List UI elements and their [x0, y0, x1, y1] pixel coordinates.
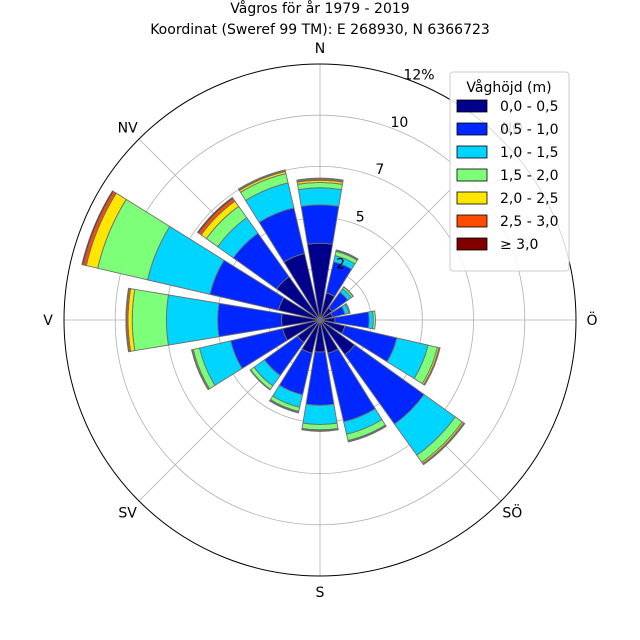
legend-title: Våghöjd (m) — [466, 79, 551, 96]
rose-segment-VSV-≥ 3,0 — [191, 349, 209, 391]
radial-tick-label: 12% — [403, 67, 434, 83]
direction-label: Ö — [586, 311, 597, 329]
outer-circle — [63, 63, 577, 577]
radial-tick-label: 2 — [336, 257, 345, 273]
rose-segment-OSÖ-≥ 3,0 — [423, 347, 441, 386]
radial-tick-label: 5 — [356, 209, 365, 225]
legend-items: 0,0 - 0,5 0,5 - 1,0 1,0 - 1,5 1,5 - 2,0 2,0 … — [456, 99, 558, 253]
chart-title: Vågros för år 1979 - 2019 — [230, 0, 409, 17]
legend-label: 1,5 - 2,0 — [500, 168, 558, 184]
legend-swatch — [456, 99, 488, 113]
rose-segment-SÖ-≥ 3,0 — [422, 422, 466, 466]
radial-tick-labels: 2 5 7 10 12% — [336, 67, 434, 272]
legend-swatch — [456, 214, 488, 228]
rose-segment-N-≥ 3,0 — [296, 177, 344, 182]
legend-swatch — [456, 191, 488, 205]
legend-label: ≥ 3,0 — [500, 237, 538, 253]
legend-swatch — [456, 168, 488, 182]
rose-segment-V-1,5 - 2,0 — [131, 288, 169, 352]
rose-segment-ONO-1,5 - 2,0 — [344, 303, 351, 314]
direction-label: NV — [118, 121, 138, 137]
rose-segment-Ö-1,5 - 2,0 — [372, 310, 376, 330]
rose-segment-SSÖ-≥ 3,0 — [347, 425, 387, 443]
radial-tick-label: 10 — [390, 115, 408, 131]
direction-labels: NNOÖSÖSSVVNV — [43, 41, 597, 601]
legend-label: 0,0 - 0,5 — [500, 99, 558, 115]
rose-bars — [81, 169, 466, 466]
direction-label: S — [316, 585, 325, 601]
direction-label: SV — [118, 505, 137, 521]
rose-segment-NO-2,0 - 2,5 — [342, 286, 354, 298]
rose-segment-S-1,0 - 1,5 — [302, 403, 338, 425]
legend-label: 0,5 - 1,0 — [500, 122, 558, 138]
legend: Våghöjd (m) 0,0 - 0,5 0,5 - 1,0 1,0 - 1,5 1… — [449, 71, 570, 272]
rose-segment-SV-2,5 - 3,0 — [249, 369, 271, 391]
rose-segment-N-1,0 - 1,5 — [297, 187, 343, 207]
legend-swatch — [456, 122, 488, 136]
legend-label: 1,0 - 1,5 — [500, 145, 558, 161]
radial-tick-label: 7 — [375, 162, 384, 178]
rose-segment-NV-≥ 3,0 — [196, 196, 234, 234]
rose-segment-SSV-≥ 3,0 — [268, 400, 299, 414]
legend-swatch — [456, 237, 488, 251]
direction-label: SÖ — [502, 503, 522, 521]
direction-label: N — [315, 41, 325, 57]
rose-segment-NNV-≥ 3,0 — [237, 169, 286, 191]
legend-label: 2,0 - 2,5 — [500, 191, 558, 207]
rose-segment-V-1,0 - 1,5 — [166, 294, 220, 346]
rose-segment-S-≥ 3,0 — [301, 429, 339, 432]
rose-segment-NNO-≥ 3,0 — [335, 249, 359, 260]
legend-swatch — [456, 145, 488, 159]
rose-segment-V-≥ 3,0 — [125, 287, 130, 353]
rose-segment-N-0,5 - 1,0 — [300, 204, 340, 245]
rose-segment-VNV-≥ 3,0 — [81, 190, 115, 266]
polar-frame — [63, 63, 577, 577]
chart-subtitle: Koordinat (Sweref 99 TM): E 268930, N 63… — [150, 22, 490, 38]
legend-label: 2,5 - 3,0 — [500, 214, 558, 230]
direction-label: V — [43, 313, 53, 329]
